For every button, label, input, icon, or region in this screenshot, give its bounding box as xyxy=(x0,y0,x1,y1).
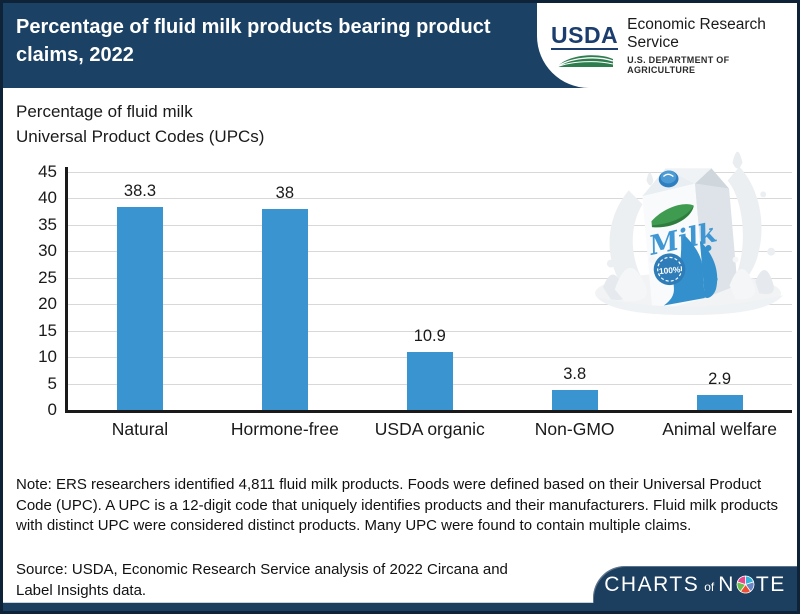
y-tick-label: 40 xyxy=(38,188,57,208)
agency-name: Economic Research Service xyxy=(627,16,766,51)
bar-value-label: 38 xyxy=(275,184,295,203)
bar-slot: 2.9 xyxy=(647,172,792,410)
gridline xyxy=(67,330,792,332)
pie-chart-icon xyxy=(736,575,755,594)
y-tick-label: 35 xyxy=(38,214,57,234)
bar-animal-welfare xyxy=(696,394,743,410)
x-axis-label: Natural xyxy=(111,419,169,439)
y-tick-label: 30 xyxy=(38,241,57,261)
bar-natural xyxy=(116,207,163,410)
gridline xyxy=(67,224,792,226)
y-tick-label: 45 xyxy=(38,162,57,181)
bar-chart: 0 5 10 15 20 25 30 35 40 45 38.3 38 10.9 3.8 2.9 Natu… xyxy=(3,162,797,462)
y-tick-label: 10 xyxy=(38,347,57,367)
bar-value-label: 38.3 xyxy=(123,182,157,201)
x-axis-label: Non-GMO xyxy=(534,419,615,439)
y-tick-label: 20 xyxy=(38,294,57,314)
usda-logo-panel: USDA Economic Research Service U.S. DEPA… xyxy=(537,3,797,88)
x-axis-line xyxy=(65,410,792,413)
x-axis-labels: Natural Hormone-free USDA organic Non-GMO An… xyxy=(68,419,793,440)
usda-logo-text: Economic Research Service U.S. DEPARTMEN… xyxy=(627,16,797,75)
usda-acronym: USDA xyxy=(551,21,619,50)
bar-value-label: 3.8 xyxy=(563,364,587,383)
source-text: Source: USDA, Economic Research Service … xyxy=(16,561,508,599)
bar-usda-organic xyxy=(406,352,453,410)
bar-slot: 10.9 xyxy=(357,172,502,410)
bar-hormone-free xyxy=(261,209,308,410)
department-name: U.S. DEPARTMENT OF AGRICULTURE xyxy=(627,55,730,75)
y-tick-label: 0 xyxy=(47,400,57,419)
y-axis-ticks: 0 5 10 15 20 25 30 35 40 45 xyxy=(3,162,57,419)
gridline xyxy=(67,198,792,200)
y-tick-label: 5 xyxy=(47,373,57,393)
badge-of-text: of xyxy=(704,579,715,594)
bar-slot: 3.8 xyxy=(502,172,647,410)
y-tick-label: 25 xyxy=(38,267,57,287)
x-axis-label: USDA organic xyxy=(374,419,485,439)
hundred-percent-badge-text: 100% xyxy=(659,264,682,276)
chart-subtitle: Percentage of fluid milk Universal Produ… xyxy=(16,100,264,149)
y-tick-label: 15 xyxy=(38,320,57,340)
page-title: Percentage of fluid milk products bearin… xyxy=(16,16,491,66)
subtitle-line-1: Percentage of fluid milk xyxy=(16,102,193,121)
badge-charts-text: CHARTS xyxy=(604,572,700,596)
bottom-strip xyxy=(3,602,797,611)
milk-carton-illustration: Milk 100% xyxy=(595,151,784,316)
bar-slot: 38 xyxy=(212,172,357,410)
note-text: Note: ERS researchers identified 4,811 f… xyxy=(16,476,779,535)
gridline xyxy=(67,304,792,306)
x-axis-label: Hormone-free xyxy=(230,419,339,439)
bar-value-label: 10.9 xyxy=(413,327,446,346)
bar-non-gmo xyxy=(551,389,598,410)
gridline xyxy=(67,172,792,173)
plot-area: 38.3 38 10.9 3.8 2.9 xyxy=(67,172,792,410)
x-axis-label: Animal welfare xyxy=(662,419,777,439)
gridline xyxy=(67,251,792,253)
gridline xyxy=(67,277,792,279)
bar-value-label: 2.9 xyxy=(708,369,732,388)
usda-swoosh-icon xyxy=(556,54,613,68)
bar-slot: 38.3 xyxy=(68,172,213,410)
subtitle-line-2: Universal Product Codes (UPCs) xyxy=(16,126,265,146)
charts-of-note-badge: CHARTS of N TE xyxy=(593,566,797,603)
badge-note-start: N xyxy=(718,572,735,596)
y-axis-line xyxy=(65,167,68,413)
header-banner: Percentage of fluid milk products bearin… xyxy=(3,3,797,88)
badge-note-end: TE xyxy=(755,572,786,596)
usda-logo: USDA xyxy=(551,21,619,68)
